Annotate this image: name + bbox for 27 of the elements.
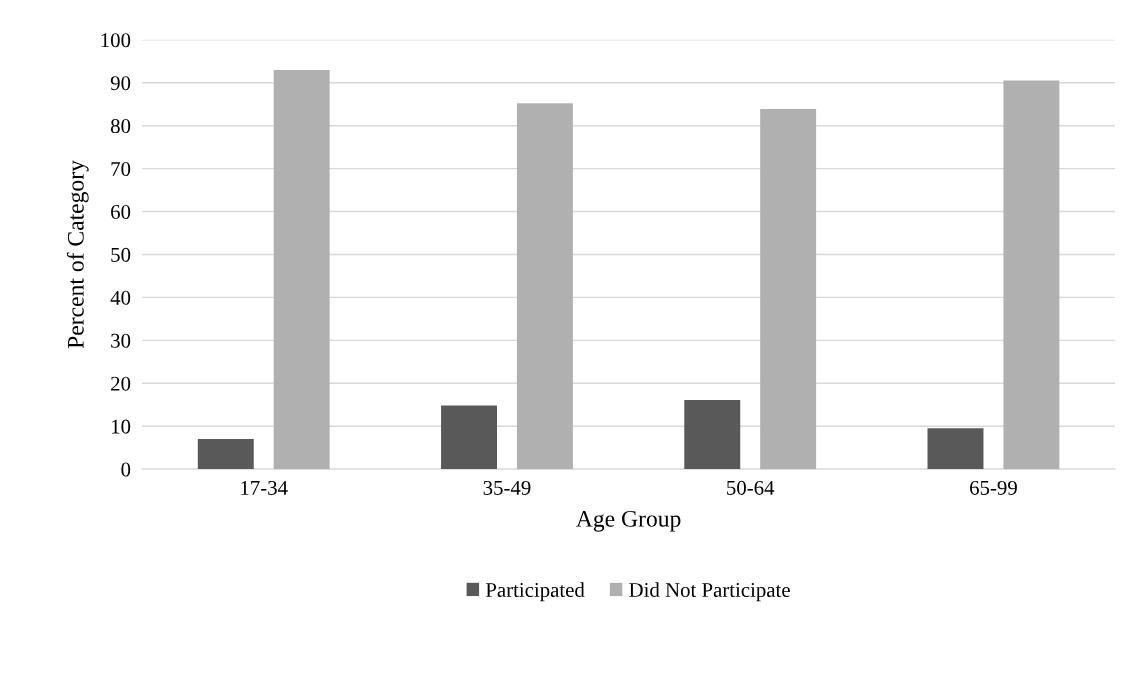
y-tick-label: 40 [110,290,131,305]
bar [1003,80,1060,470]
bar [684,400,741,470]
y-tick-label: 60 [111,204,131,219]
bar [273,69,330,470]
bar [516,103,573,470]
y-tick-label: 100 [101,33,131,48]
x-tick-label: 50-64 [727,480,775,495]
bar [760,108,817,470]
bar [197,439,254,470]
y-tick-label: 10 [111,419,131,434]
x-tick-label: 65-99 [970,480,1017,495]
y-tick-label: 90 [110,76,131,91]
bar [441,405,497,470]
legend-label: Participated [485,582,585,602]
x-tick-label: 35-49 [483,480,531,495]
legend-label: Did Not Participate [629,582,790,602]
y-tick-label: 0 [121,462,131,477]
bar [927,428,984,470]
y-tick-label: 50 [111,247,131,262]
y-axis-title: Percent of Category [66,160,89,349]
x-axis-title: Age Group [576,510,681,532]
y-tick-label: 80 [110,119,131,134]
x-tick-label: 17-34 [241,480,288,495]
y-tick-label: 20 [111,376,131,391]
y-tick-label: 30 [111,333,131,348]
y-tick-label: 70 [111,161,131,177]
